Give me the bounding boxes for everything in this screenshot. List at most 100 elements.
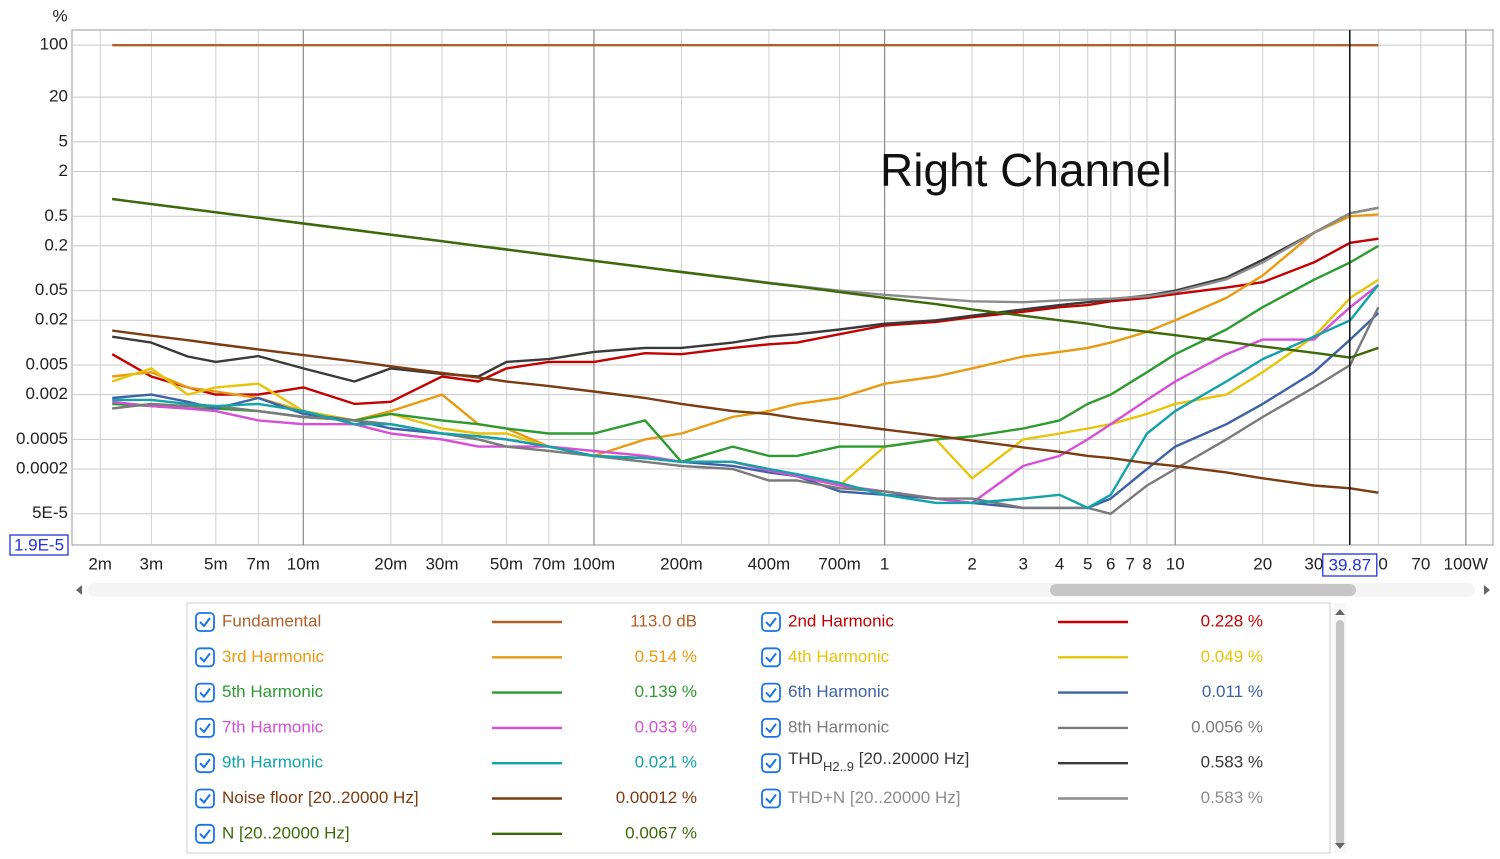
x-tick-label: 30	[1304, 554, 1323, 573]
legend-label: THD+N [20..20000 Hz]	[788, 788, 960, 807]
series-line	[111, 237, 1379, 406]
y-tick-label: 0.005	[25, 355, 68, 374]
h-scroll-thumb[interactable]	[1050, 584, 1356, 596]
legend-label: 3rd Harmonic	[222, 647, 325, 666]
legend-checkbox[interactable]	[195, 823, 215, 844]
y-tick-label: 0.02	[35, 310, 68, 329]
scroll-left-arrow[interactable]	[76, 585, 82, 595]
x-tick-label: 7m	[246, 554, 270, 573]
x-tick-label: 10m	[287, 554, 320, 573]
legend-label-part: [20..20000 Hz]	[854, 750, 969, 769]
series-line	[112, 283, 1380, 505]
legend-checkbox[interactable]	[195, 612, 215, 632]
checkbox-check[interactable]	[765, 723, 777, 734]
y-tick-label: 5E-5	[32, 503, 68, 522]
legend-checkbox[interactable]	[761, 788, 781, 809]
legend-checkbox[interactable]	[761, 718, 781, 738]
y-tick-label: 0.002	[25, 384, 68, 403]
x-tick-label: 70m	[532, 554, 565, 573]
checkbox-check[interactable]	[199, 652, 211, 663]
x-tick-label: 400m	[748, 554, 791, 573]
scroll-right-arrow[interactable]	[1484, 585, 1490, 595]
scroll-down-arrow[interactable]	[1335, 843, 1345, 849]
legend-readout: 0.228 %	[1201, 611, 1263, 630]
checkbox-check[interactable]	[765, 758, 777, 769]
scroll-up-arrow[interactable]	[1335, 609, 1345, 615]
legend-label: Noise floor [20..20000 Hz]	[222, 788, 419, 807]
legend-panel	[186, 602, 1331, 854]
legend-readout: 0.583 %	[1201, 753, 1263, 772]
y-tick-label: 0.2	[44, 235, 68, 254]
x-tick-label: 10	[1166, 554, 1185, 573]
y-tick-label: 100	[40, 35, 68, 54]
cursor-y-label: 1.9E-5	[14, 535, 64, 554]
y-tick-label: 0.0002	[16, 458, 68, 477]
y-tick-label: 20	[49, 87, 68, 106]
legend-readout: 0.049 %	[1201, 647, 1263, 666]
checkbox-check[interactable]	[765, 687, 777, 699]
legend-checkbox[interactable]	[761, 682, 781, 703]
y-tick-label: 0.0005	[16, 429, 68, 448]
legend-checkbox[interactable]	[195, 718, 215, 738]
legend-label-part: THD	[788, 750, 823, 769]
x-tick-label: 4	[1055, 554, 1064, 573]
x-tick-label: 100m	[573, 554, 616, 573]
checkbox-check[interactable]	[765, 617, 777, 628]
y-tick-label: 2	[59, 161, 68, 180]
legend-label: THDH2..9 [20..20000 Hz]	[788, 750, 969, 775]
legend-label: 7th Harmonic	[222, 717, 324, 736]
legend-checkbox[interactable]	[761, 612, 781, 632]
checkbox-check[interactable]	[765, 793, 777, 805]
x-tick-label: 700m	[818, 554, 861, 573]
checkbox-check[interactable]	[199, 687, 211, 699]
y-tick-label: 5	[59, 131, 68, 150]
legend-label: 8th Harmonic	[788, 717, 890, 736]
series-line	[112, 306, 1380, 515]
x-tick-label: 3	[1019, 554, 1028, 573]
legend-label: 6th Harmonic	[788, 682, 890, 701]
legend-label: 5th Harmonic	[222, 682, 324, 701]
v-scroll-thumb[interactable]	[1336, 620, 1344, 846]
checkbox-check[interactable]	[199, 758, 211, 769]
x-tick-label: 50m	[490, 554, 523, 573]
x-tick-label: 20m	[374, 554, 407, 573]
legend-readout: 0.0067 %	[625, 823, 697, 842]
legend-readout: 0.011 %	[1202, 682, 1263, 701]
legend-checkbox[interactable]	[761, 753, 781, 774]
overlay: Right Channel 39.87 1.9E-5	[9, 30, 1378, 577]
legend-label: 9th Harmonic	[222, 753, 324, 772]
legend-checkbox[interactable]	[195, 753, 215, 774]
y-tick-label: 0.05	[35, 280, 68, 299]
x-tick-label: 8	[1142, 554, 1151, 573]
legend: Fundamental 113.0 dB 2nd Harmonic 0.228 % 3r…	[195, 611, 1263, 844]
y-tick-label: 0.5	[44, 206, 68, 225]
checkbox-check[interactable]	[765, 652, 777, 663]
x-tick-label: 5m	[204, 554, 228, 573]
x-tick-label: 20	[1253, 554, 1272, 573]
legend-checkbox[interactable]	[195, 788, 215, 809]
legend-checkbox[interactable]	[761, 647, 781, 668]
legend-checkbox[interactable]	[195, 682, 215, 703]
legend-label: N [20..20000 Hz]	[222, 823, 350, 842]
series-line	[112, 329, 1379, 494]
x-tick-label: 100W	[1444, 554, 1488, 573]
y-axis-unit: %	[52, 6, 67, 25]
legend-label: 4th Harmonic	[788, 647, 890, 666]
plot-area	[71, 29, 1494, 546]
legend-readout: 0.514 %	[635, 647, 697, 666]
legend-label: Fundamental	[222, 611, 321, 630]
legend-checkbox[interactable]	[195, 647, 215, 668]
checkbox-check[interactable]	[199, 793, 211, 805]
checkbox-check[interactable]	[199, 617, 211, 628]
checkbox-check[interactable]	[199, 829, 211, 840]
legend-label: 2nd Harmonic	[788, 611, 894, 630]
legend-readout: 0.021 %	[635, 753, 697, 772]
checkbox-check[interactable]	[199, 723, 211, 734]
cursor-x-box	[1322, 553, 1378, 577]
x-tick-label: 1	[880, 554, 889, 573]
chart-title: Right Channel	[880, 144, 1172, 196]
cursor-y-box	[9, 534, 69, 556]
series-lines	[111, 44, 1380, 515]
